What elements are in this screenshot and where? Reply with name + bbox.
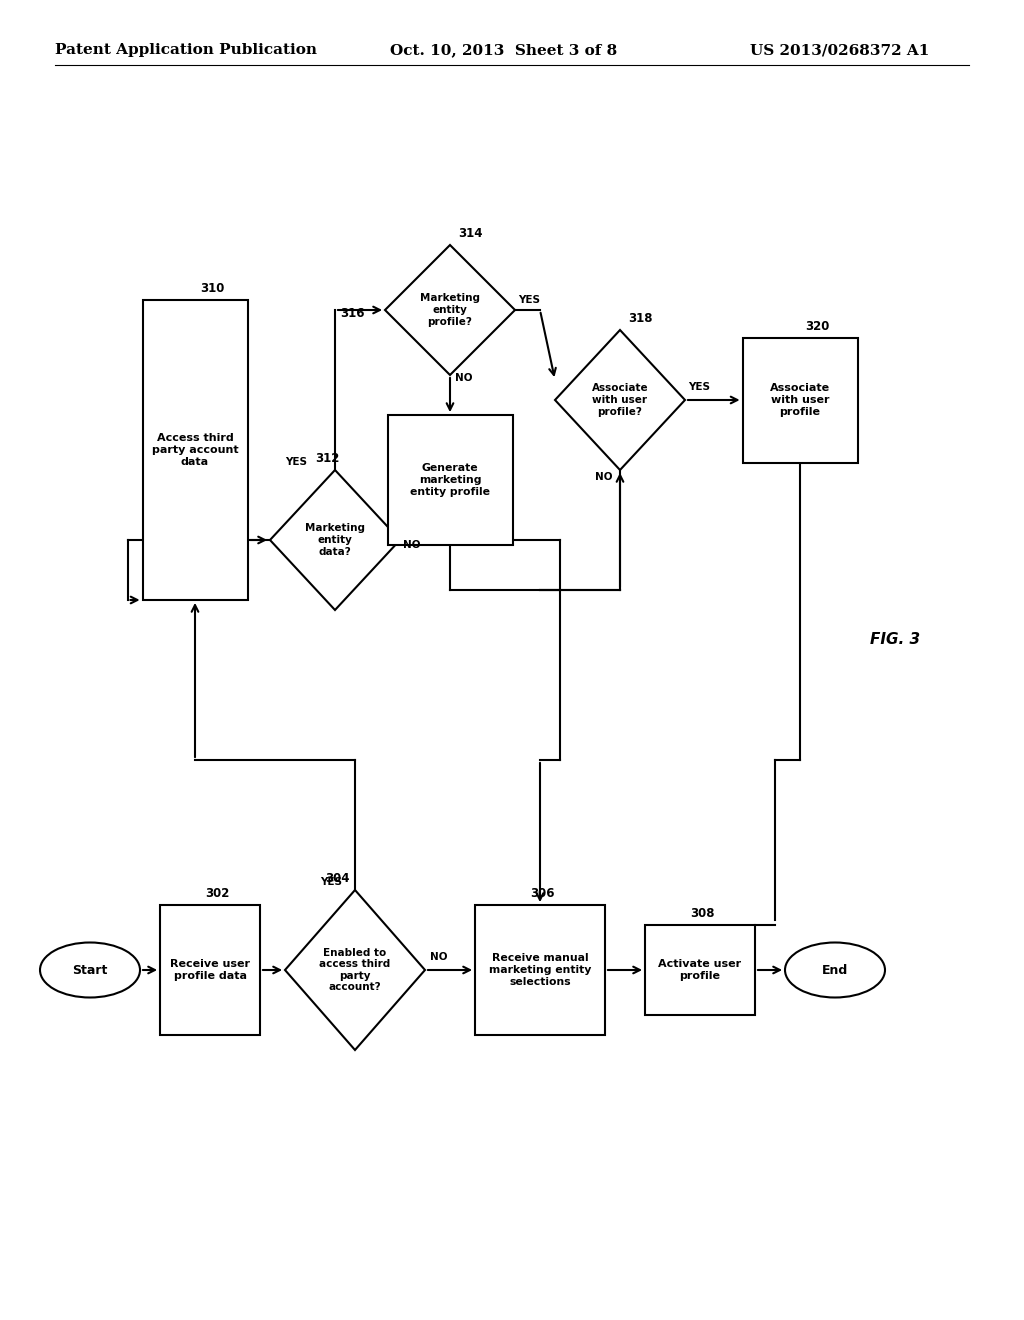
Text: YES: YES — [319, 876, 342, 887]
Text: 314: 314 — [458, 227, 482, 240]
FancyBboxPatch shape — [742, 338, 857, 462]
Text: NO: NO — [403, 540, 421, 550]
FancyBboxPatch shape — [645, 925, 755, 1015]
Text: YES: YES — [518, 294, 540, 305]
Polygon shape — [555, 330, 685, 470]
Text: US 2013/0268372 A1: US 2013/0268372 A1 — [750, 44, 930, 57]
Polygon shape — [270, 470, 400, 610]
Text: Oct. 10, 2013  Sheet 3 of 8: Oct. 10, 2013 Sheet 3 of 8 — [390, 44, 617, 57]
Text: Receive manual
marketing entity
selections: Receive manual marketing entity selectio… — [488, 953, 591, 986]
Text: NO: NO — [455, 374, 472, 383]
Text: End: End — [822, 964, 848, 977]
Text: Access third
party account
data: Access third party account data — [152, 433, 239, 466]
Text: Associate
with user
profile?: Associate with user profile? — [592, 383, 648, 417]
Text: NO: NO — [595, 473, 612, 482]
Text: NO: NO — [430, 952, 447, 962]
Text: 320: 320 — [805, 319, 829, 333]
FancyBboxPatch shape — [475, 906, 605, 1035]
Ellipse shape — [40, 942, 140, 998]
Text: 306: 306 — [530, 887, 555, 900]
Polygon shape — [385, 246, 515, 375]
FancyBboxPatch shape — [387, 414, 512, 545]
Text: YES: YES — [285, 457, 307, 467]
Text: Generate
marketing
entity profile: Generate marketing entity profile — [410, 463, 490, 496]
FancyBboxPatch shape — [142, 300, 248, 601]
Text: 308: 308 — [690, 907, 715, 920]
Text: Associate
with user
profile: Associate with user profile — [770, 383, 830, 417]
Text: 302: 302 — [205, 887, 229, 900]
Text: Enabled to
access third
party
account?: Enabled to access third party account? — [319, 948, 390, 993]
Text: 316: 316 — [340, 308, 365, 319]
Text: 310: 310 — [200, 282, 224, 294]
Polygon shape — [285, 890, 425, 1049]
Text: Patent Application Publication: Patent Application Publication — [55, 44, 317, 57]
Text: 304: 304 — [325, 873, 349, 884]
FancyBboxPatch shape — [160, 906, 260, 1035]
Text: Activate user
profile: Activate user profile — [658, 960, 741, 981]
Text: YES: YES — [688, 381, 710, 392]
Ellipse shape — [785, 942, 885, 998]
Text: Start: Start — [73, 964, 108, 977]
Text: 312: 312 — [315, 451, 339, 465]
Text: FIG. 3: FIG. 3 — [870, 632, 921, 648]
Text: Receive user
profile data: Receive user profile data — [170, 960, 250, 981]
Text: Marketing
entity
data?: Marketing entity data? — [305, 524, 365, 557]
Text: Marketing
entity
profile?: Marketing entity profile? — [420, 293, 480, 326]
Text: 318: 318 — [628, 312, 652, 325]
